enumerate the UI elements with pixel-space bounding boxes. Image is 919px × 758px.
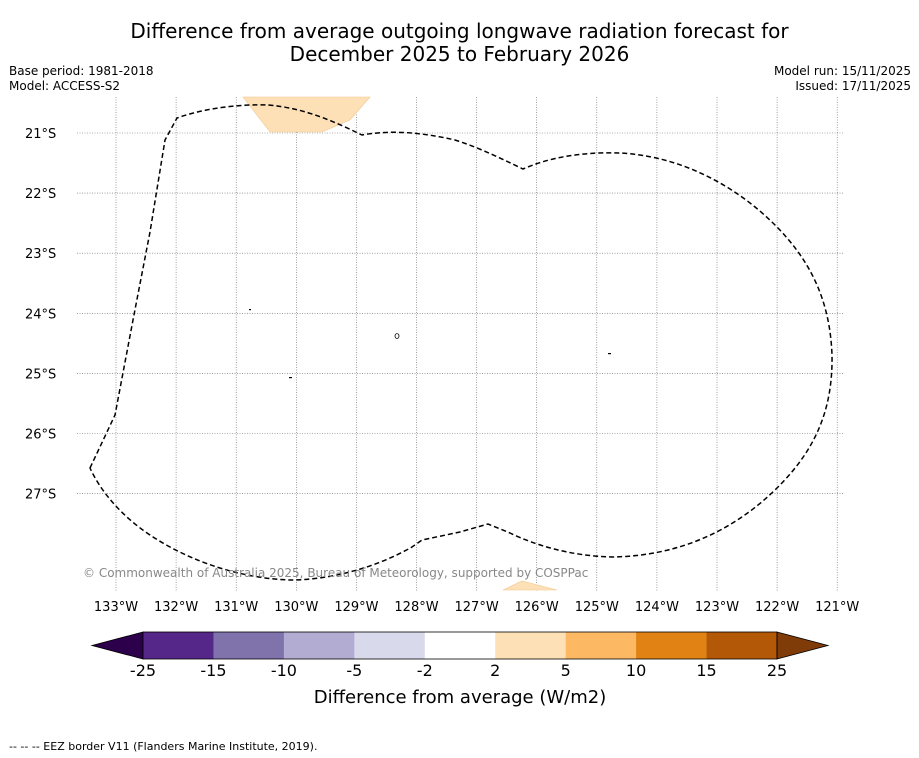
lon-tick-label: 131°W xyxy=(214,600,258,615)
island xyxy=(289,377,292,379)
colorbar-tick-label: 10 xyxy=(626,661,646,680)
issued-date: Issued: 17/11/2025 xyxy=(795,79,911,93)
copyright-notice: © Commonwealth of Australia 2025, Bureau… xyxy=(83,566,588,580)
lat-tick-label: 26°S xyxy=(25,428,56,443)
lon-tick-label: 123°W xyxy=(695,600,739,615)
lon-tick-label: 125°W xyxy=(575,600,619,615)
colorbar-segment xyxy=(565,632,637,659)
lon-tick-label: 132°W xyxy=(154,600,198,615)
anomaly-patch-north xyxy=(242,96,371,133)
lon-tick-label: 133°W xyxy=(94,600,138,615)
model-run: Model run: 15/11/2025 xyxy=(773,64,911,78)
colorbar-extend-low xyxy=(90,631,144,660)
colorbar-segment xyxy=(354,632,426,659)
colorbar-tick-label: 2 xyxy=(490,661,500,680)
colorbar-extend-high xyxy=(776,631,830,660)
anomaly-patch-south xyxy=(502,580,558,591)
island xyxy=(608,353,611,355)
lon-tick-label: 130°W xyxy=(274,600,318,615)
lon-tick-label: 127°W xyxy=(455,600,499,615)
island xyxy=(394,333,400,339)
lat-tick-label: 21°S xyxy=(25,127,56,142)
colorbar-tick-label: 15 xyxy=(696,661,716,680)
model-name: Model: ACCESS-S2 xyxy=(9,79,121,93)
lat-tick-label: 27°S xyxy=(25,488,56,503)
colorbar-segment xyxy=(283,632,355,659)
colorbar: -25 -15 -10 -5 -2 2 5 10 15 25 Difference from av… xyxy=(90,631,830,708)
lon-tick-label: 121°W xyxy=(815,600,859,615)
lon-tick-label: 124°W xyxy=(635,600,679,615)
lon-tick-label: 122°W xyxy=(755,600,799,615)
islands xyxy=(249,309,611,379)
lat-tick-label: 25°S xyxy=(25,367,56,382)
island xyxy=(249,309,251,311)
lon-tick-label: 128°W xyxy=(394,600,438,615)
colorbar-tick-label: -15 xyxy=(200,661,226,680)
lat-tick-label: 24°S xyxy=(25,307,56,322)
colorbar-tick-label: -25 xyxy=(130,661,156,680)
colorbar-tick-label: 25 xyxy=(767,661,787,680)
colorbar-segment xyxy=(495,632,567,659)
footer-note: -- -- -- EEZ border V11 (Flanders Marine… xyxy=(9,740,318,753)
colorbar-tick-label: 5 xyxy=(561,661,571,680)
colorbar-tick-label: -5 xyxy=(346,661,362,680)
colorbar-tick-label: -2 xyxy=(417,661,433,680)
base-period: Base period: 1981-2018 xyxy=(9,64,154,78)
colorbar-segment xyxy=(424,632,496,659)
colorbar-label: Difference from average (W/m2) xyxy=(314,687,606,708)
eez-border xyxy=(89,104,833,581)
colorbar-segment xyxy=(636,632,708,659)
lat-tick-label: 23°S xyxy=(25,247,56,262)
colorbar-segment xyxy=(213,632,285,659)
map-panel: © Commonwealth of Australia 2025, Bureau… xyxy=(25,96,859,615)
lat-tick-label: 22°S xyxy=(25,187,56,202)
colorbar-segment xyxy=(143,632,214,659)
chart-title-line-1: Difference from average outgoing longwav… xyxy=(130,19,789,43)
colorbar-segment xyxy=(706,632,778,659)
lon-tick-label: 126°W xyxy=(515,600,559,615)
chart-title-line-2: December 2025 to February 2026 xyxy=(289,42,630,66)
colorbar-tick-label: -10 xyxy=(271,661,297,680)
colorbar-frame xyxy=(142,631,778,660)
lon-tick-label: 129°W xyxy=(334,600,378,615)
